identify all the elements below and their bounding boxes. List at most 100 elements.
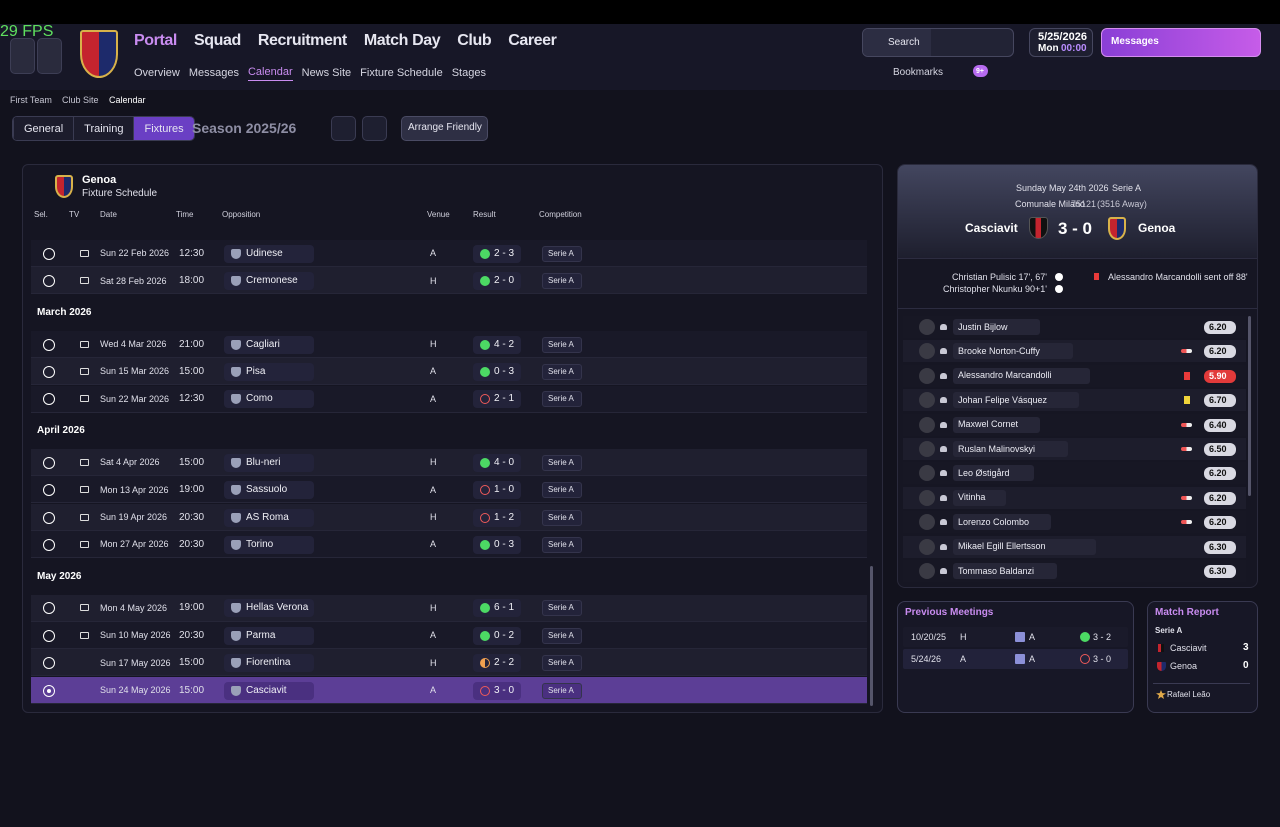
tab[interactable]: General bbox=[13, 117, 74, 140]
tab[interactable]: Training bbox=[73, 117, 134, 140]
fixture-row[interactable] bbox=[31, 622, 867, 649]
select-radio[interactable] bbox=[43, 275, 55, 288]
fixture-competition: Serie A bbox=[548, 685, 574, 695]
select-radio[interactable] bbox=[43, 338, 55, 351]
fixture-row[interactable] bbox=[31, 267, 867, 295]
fixture-venue: A bbox=[430, 393, 437, 404]
fixture-row[interactable] bbox=[31, 676, 867, 704]
sub-nav-item[interactable]: Stages bbox=[451, 66, 486, 79]
fixture-row[interactable] bbox=[31, 330, 867, 358]
fixture-time: 15:00 bbox=[179, 456, 205, 468]
search-button[interactable] bbox=[863, 29, 931, 56]
previous-title[interactable]: Previous Meetings bbox=[905, 607, 994, 618]
opponent-pill bbox=[224, 535, 314, 554]
nav-item[interactable]: Recruitment bbox=[257, 32, 347, 49]
arrange-button[interactable] bbox=[401, 116, 488, 141]
fixture-row[interactable] bbox=[31, 240, 867, 267]
tv-icon bbox=[80, 277, 89, 285]
fixture-result: 2 - 0 bbox=[494, 275, 515, 287]
opponent-badge bbox=[231, 366, 241, 377]
tabs: General Training Fixtures bbox=[12, 116, 195, 141]
tab[interactable]: Fixtures bbox=[133, 117, 194, 140]
competition-pill bbox=[542, 600, 582, 617]
meeting-competition: A bbox=[1029, 631, 1036, 642]
match-divider bbox=[898, 258, 1257, 259]
player-avatar bbox=[919, 489, 935, 506]
select-radio[interactable] bbox=[43, 602, 55, 615]
role-icon bbox=[940, 372, 947, 379]
away-team: Genoa bbox=[1138, 221, 1176, 235]
fixture-time: 15:00 bbox=[179, 684, 205, 696]
fixture-opponent: Pisa bbox=[246, 365, 266, 377]
breadcrumb-item[interactable]: Calendar bbox=[109, 94, 146, 105]
select-radio[interactable] bbox=[43, 484, 55, 497]
fixture-competition: Serie A bbox=[548, 658, 574, 668]
select-radio[interactable] bbox=[43, 365, 55, 378]
fixture-row[interactable] bbox=[31, 531, 867, 559]
sub-nav-item[interactable]: Fixture Schedule bbox=[360, 66, 443, 79]
season[interactable]: Season 2025/26 bbox=[192, 120, 297, 136]
select-radio[interactable] bbox=[43, 657, 55, 670]
fixture-opponent: Casciavit bbox=[246, 684, 287, 696]
home-crest bbox=[1029, 217, 1048, 239]
result-indicator bbox=[480, 248, 490, 259]
match-stadium: Comunale Milano bbox=[1015, 198, 1086, 209]
fixture-result: 3 - 0 bbox=[494, 684, 515, 696]
forward-button[interactable] bbox=[37, 38, 62, 74]
rating-pill bbox=[1204, 345, 1236, 359]
nav-item[interactable]: Club bbox=[457, 32, 492, 49]
fixture-row[interactable] bbox=[31, 476, 867, 504]
fixture-row[interactable] bbox=[31, 649, 867, 677]
sub-nav-item[interactable]: Calendar bbox=[247, 66, 293, 81]
next-season[interactable] bbox=[362, 116, 387, 141]
back-button[interactable] bbox=[10, 38, 35, 74]
select-radio[interactable] bbox=[43, 247, 55, 260]
fixture-competition: Serie A bbox=[548, 630, 574, 640]
fixture-row[interactable] bbox=[31, 385, 867, 413]
messages-button[interactable] bbox=[1101, 28, 1261, 57]
fixture-row[interactable] bbox=[31, 503, 867, 531]
player-rating: 6.40 bbox=[1209, 419, 1227, 430]
column-header: Sel. bbox=[34, 210, 48, 219]
player-name-pill bbox=[953, 489, 1007, 506]
prev-season[interactable] bbox=[331, 116, 356, 141]
select-radio[interactable] bbox=[43, 684, 55, 697]
fixture-result: 1 - 0 bbox=[494, 484, 515, 496]
fixture-opponent: Torino bbox=[246, 538, 274, 550]
fixture-venue: A bbox=[430, 685, 437, 695]
nav-item[interactable]: Match Day bbox=[363, 32, 441, 49]
sub-nav-item[interactable]: Overview bbox=[134, 66, 180, 79]
select-radio[interactable] bbox=[43, 538, 55, 551]
opponent-badge bbox=[231, 457, 241, 468]
nav-item[interactable]: Career bbox=[508, 32, 557, 49]
fixture-competition: Serie A bbox=[548, 539, 574, 549]
breadcrumb-item[interactable]: First Team bbox=[10, 94, 52, 105]
select-radio[interactable] bbox=[43, 629, 55, 642]
player-name: Ruslan Malinovskyi bbox=[958, 443, 1036, 454]
player-name: Vitinha bbox=[958, 492, 986, 503]
fixture-row[interactable] bbox=[31, 449, 867, 476]
sub-nav-item[interactable]: Messages bbox=[188, 66, 239, 79]
sub-nav-item[interactable]: News Site bbox=[301, 66, 352, 79]
nav-item[interactable]: Portal bbox=[134, 32, 177, 49]
fixture-competition: Serie A bbox=[548, 485, 574, 495]
fixture-date: Wed 4 Mar 2026 bbox=[100, 339, 167, 349]
fixture-time: 19:00 bbox=[179, 602, 205, 614]
player-rating: 6.20 bbox=[1209, 346, 1227, 357]
select-radio[interactable] bbox=[43, 511, 55, 524]
fixture-date: Sat 4 Apr 2026 bbox=[100, 457, 160, 468]
yellow-card-icon bbox=[1184, 396, 1190, 405]
player-name-pill bbox=[953, 392, 1079, 409]
nav-item[interactable]: Squad bbox=[193, 32, 241, 49]
home-team: Casciavit bbox=[965, 221, 1018, 235]
role-icon bbox=[940, 543, 947, 550]
report-title[interactable]: Match Report bbox=[1155, 607, 1219, 618]
fixture-row[interactable] bbox=[31, 594, 867, 622]
breadcrumb-item[interactable]: Club Site bbox=[62, 94, 99, 105]
bookmarks[interactable]: Bookmarks bbox=[893, 67, 944, 78]
select-radio[interactable] bbox=[43, 456, 55, 469]
fixture-row[interactable] bbox=[31, 358, 867, 386]
fixture-venue: H bbox=[430, 602, 437, 613]
select-radio[interactable] bbox=[43, 393, 55, 406]
player-name-pill bbox=[953, 563, 1057, 579]
